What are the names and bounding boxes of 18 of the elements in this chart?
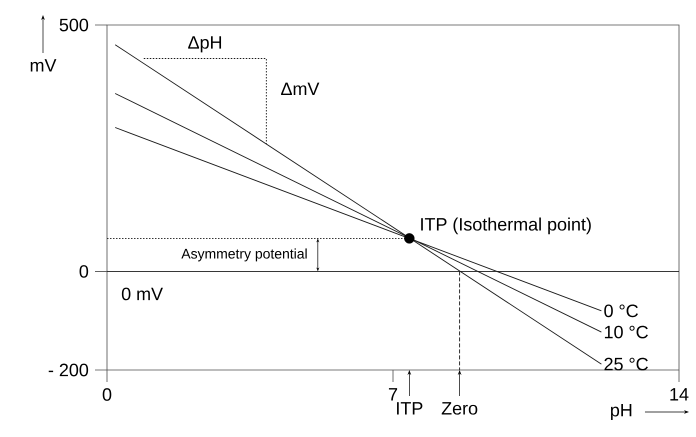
ref-line-label: 0 mV [122, 288, 163, 300]
y-tick-label: - 200 [48, 364, 88, 376]
series-label: 25 °C [604, 358, 648, 370]
annotation: Zero [442, 402, 478, 415]
y-tick-label: 500 [60, 18, 88, 32]
x-tick-label: 7 [388, 388, 398, 401]
y-axis-title: mV [30, 59, 56, 72]
x-axis-title: pH [611, 404, 632, 420]
y-tick-label: 0 [80, 265, 88, 278]
x-tick-label: 0 [102, 388, 112, 401]
annotation: ΔmV [281, 82, 320, 95]
annotation: ΔpH [188, 36, 222, 52]
annotation: ITP (Isothermal point) [421, 218, 591, 234]
annotation: Asymmetry potential [181, 248, 307, 262]
x-tick-label: 14 [670, 388, 688, 401]
series-label: 10 °C [604, 326, 648, 338]
series-label: 0 °C [604, 304, 638, 318]
text: ITP [397, 402, 422, 415]
